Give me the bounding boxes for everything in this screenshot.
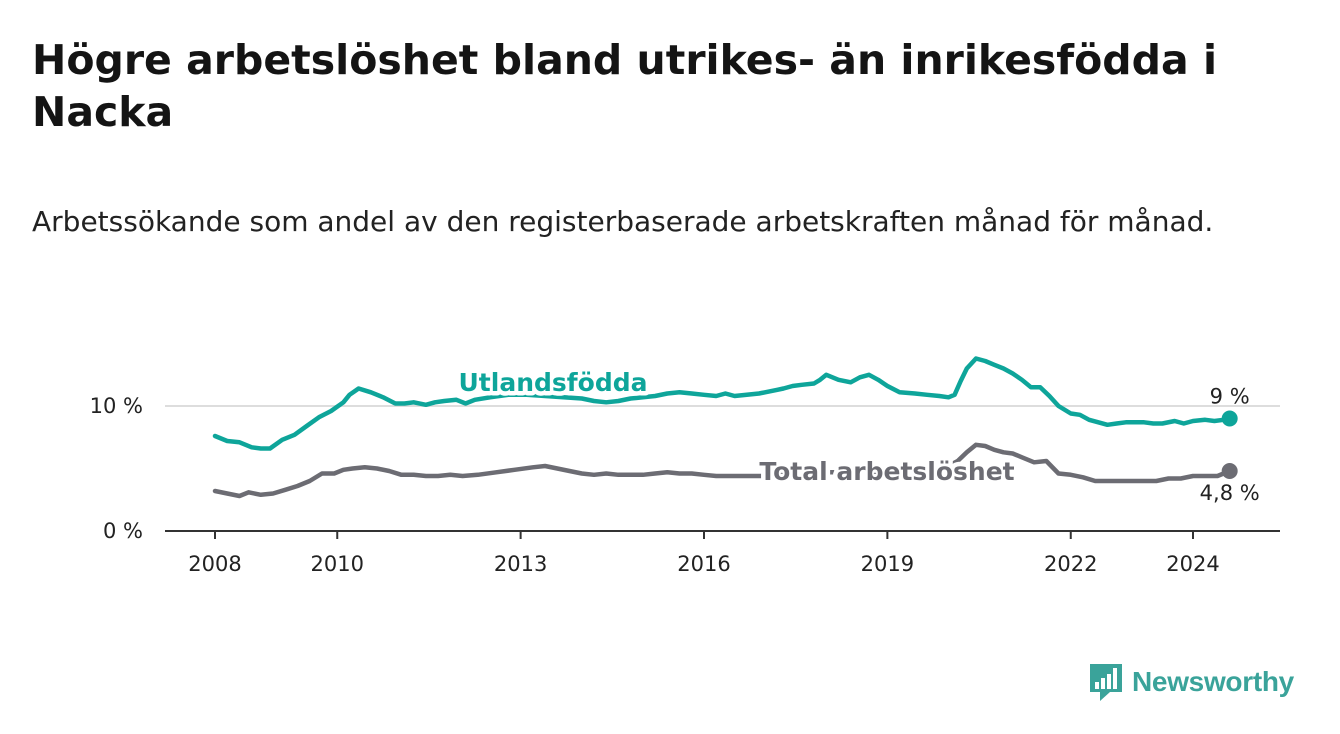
end-point-total: [1221, 463, 1238, 479]
x-tick-label: 2008: [188, 552, 241, 576]
x-tick-label: 2013: [494, 552, 547, 576]
x-tick-label: 2024: [1166, 552, 1219, 576]
newsworthy-brand: Newsworthy: [1088, 660, 1294, 704]
line-layer: [212, 356, 1238, 499]
x-tick-label: 2022: [1044, 552, 1097, 576]
end-label-utlandsfodda: 9 %: [1210, 385, 1250, 409]
y-tick-label: 0 %: [103, 519, 143, 543]
label-layer: 9 % 4,8 % Utlandsfödda Total arbetslöshet: [454, 364, 1260, 506]
x-tick-label: 2019: [861, 552, 914, 576]
series-line-total: [212, 442, 1232, 499]
series-label-utlandsfodda: Utlandsfödda: [459, 368, 648, 397]
series-label-total: Total arbetslöshet: [759, 457, 1014, 486]
newsworthy-logo-icon: [1090, 664, 1122, 701]
axis-layer: 0 % 10 % 2008 2010 2013 2016 2019 2022 2024: [90, 394, 1280, 576]
y-tick-label: 10 %: [90, 394, 143, 418]
end-point-utlandsfodda: [1221, 410, 1238, 427]
brand-name: Newsworthy: [1132, 666, 1294, 697]
chart-title: Högre arbetslöshet bland utrikes- än inr…: [32, 36, 1217, 136]
line-chart: 0 % 10 % 2008 2010 2013 2016 2019 2022 2024 9 % 4…: [90, 356, 1280, 576]
x-tick-label: 2016: [677, 552, 730, 576]
chart-subtitle: Arbetssökande som andel av den registerb…: [32, 205, 1214, 238]
series-line-utlandsfodda: [212, 356, 1232, 451]
x-tick-label: 2010: [311, 552, 364, 576]
end-label-total: 4,8 %: [1200, 481, 1260, 505]
